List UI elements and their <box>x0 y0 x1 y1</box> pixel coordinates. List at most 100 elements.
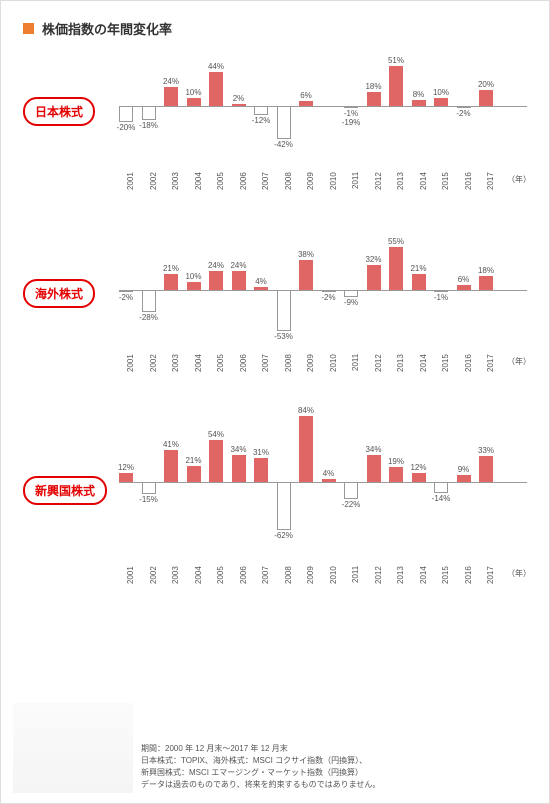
x-axis-tick-label: 2007 <box>254 566 277 594</box>
bar <box>142 482 156 494</box>
bar-value-label: -20% <box>114 123 138 132</box>
bar-value-label: 4% <box>249 277 273 286</box>
bar <box>344 290 358 297</box>
bar <box>254 458 268 482</box>
bar-value-label: 6% <box>452 275 476 284</box>
bar <box>187 466 201 482</box>
x-axis-tick-label: 2013 <box>389 566 412 594</box>
x-axis-tick-label: 2009 <box>299 566 322 594</box>
bar <box>434 290 448 292</box>
bar-value-label: 18% <box>362 82 386 91</box>
bar <box>277 106 291 139</box>
bar <box>479 276 493 290</box>
bar <box>344 106 358 108</box>
charts-container: 日本株式-20%-18%24%10%44%2%-12%-42%6%-1%18%5… <box>23 56 527 594</box>
bar <box>457 475 471 482</box>
bar <box>299 260 313 290</box>
footnote-line: 新興国株式：MSCI エマージング・マーケット指数（円換算） <box>141 767 529 779</box>
bar <box>434 482 448 493</box>
x-axis-tick-label: 2011 <box>344 566 367 594</box>
bar-value-label: -22% <box>339 500 363 509</box>
bar-value-label: 10% <box>182 88 206 97</box>
bar-value-label: 31% <box>249 448 273 457</box>
title-marker-icon <box>23 23 34 34</box>
bar-value-label: -2% <box>114 293 138 302</box>
x-axis-tick-label: 2012 <box>367 172 390 200</box>
x-axis-tick-label: 2006 <box>232 172 255 200</box>
bar-value-label: 21% <box>407 264 431 273</box>
x-axis-tick-label: 2008 <box>277 172 300 200</box>
bar-value-label: -1% <box>339 109 363 118</box>
bar <box>322 479 336 482</box>
bar-value-label: 21% <box>182 456 206 465</box>
bar <box>457 285 471 290</box>
bar-value-label: 24% <box>159 77 183 86</box>
x-axis-tick-label: 2008 <box>277 354 300 382</box>
bar-value-label: -62% <box>272 531 296 540</box>
bar-value-label: 8% <box>407 90 431 99</box>
bar <box>389 467 403 482</box>
bar <box>434 98 448 106</box>
bar-value-label: 9% <box>452 465 476 474</box>
bar <box>164 87 178 106</box>
bar-value-label: 33% <box>474 446 498 455</box>
x-axis-tick-label: 2001 <box>119 172 142 200</box>
x-axis-labels: 2001200220032004200520062007200820092010… <box>119 566 527 594</box>
chart-plot: -2%-28%21%10%24%24%4%-53%38%-2%-9%32%55%… <box>119 238 527 348</box>
chart-row: 日本株式-20%-18%24%10%44%2%-12%-42%6%-1%18%5… <box>23 56 527 166</box>
x-axis-tick-label: 2007 <box>254 172 277 200</box>
bar <box>322 290 336 292</box>
x-axis-tick-label: 2012 <box>367 354 390 382</box>
bar-value-label: 4% <box>317 469 341 478</box>
x-axis-tick-label: 2005 <box>209 566 232 594</box>
x-axis-tick-label: 2008 <box>277 566 300 594</box>
x-axis-tick-label: 2017 <box>479 354 502 382</box>
chart-plot: 12%-15%41%21%54%34%31%-62%84%4%-22%34%19… <box>119 420 527 560</box>
bar <box>232 455 246 482</box>
bar <box>164 450 178 482</box>
x-axis-tick-label: 2006 <box>232 354 255 382</box>
bar-value-label: 38% <box>294 250 318 259</box>
bar-value-label: 10% <box>182 272 206 281</box>
x-axis-tick-label: 2014 <box>412 172 435 200</box>
bar <box>209 271 223 290</box>
bar-value-label: 34% <box>227 445 251 454</box>
x-axis-tick-label: 2003 <box>164 172 187 200</box>
footnotes: 期間：2000 年 12 月末〜2017 年 12 月末 日本株式：TOPIX、… <box>141 743 529 791</box>
bar-value-label: 18% <box>474 266 498 275</box>
bar <box>119 290 133 292</box>
bar <box>457 106 471 108</box>
bar-value-label: 41% <box>159 440 183 449</box>
bar <box>479 456 493 482</box>
axis-zero-line <box>119 482 527 483</box>
x-axis-tick-label: 2006 <box>232 566 255 594</box>
bar-value-label: 24% <box>204 261 228 270</box>
footnote-line: 日本株式：TOPIX、海外株式：MSCI コクサイ指数（円換算）、 <box>141 755 529 767</box>
bar <box>232 104 246 106</box>
x-axis-tick-label: 2004 <box>187 566 210 594</box>
x-axis-tick-label: 2016 <box>457 566 480 594</box>
bar-value-label: 51% <box>384 56 408 65</box>
bar-value-label: 12% <box>407 463 431 472</box>
bar-value-label: 84% <box>294 406 318 415</box>
x-axis-tick-label: 2016 <box>457 172 480 200</box>
bar-value-label: -42% <box>272 140 296 149</box>
x-axis-unit-label: （年） <box>507 356 531 367</box>
chart-row: 新興国株式12%-15%41%21%54%34%31%-62%84%4%-22%… <box>23 420 527 560</box>
bar <box>299 416 313 482</box>
bar-value-label: -14% <box>429 494 453 503</box>
bar <box>389 66 403 106</box>
bar-value-label: -12% <box>249 116 273 125</box>
chart-ylabel: 海外株式 <box>23 279 95 308</box>
chart-em: 新興国株式12%-15%41%21%54%34%31%-62%84%4%-22%… <box>23 420 527 594</box>
bar-value-label: -53% <box>272 332 296 341</box>
bar-value-label: -15% <box>137 495 161 504</box>
bar-value-label: -28% <box>137 313 161 322</box>
x-axis-tick-label: 2002 <box>142 354 165 382</box>
bar <box>119 106 133 122</box>
x-axis-tick-label: 2002 <box>142 172 165 200</box>
bar-value-label: 2% <box>227 94 251 103</box>
x-axis-tick-label: 2005 <box>209 354 232 382</box>
x-axis-tick-label: 2017 <box>479 566 502 594</box>
x-axis-tick-label: 2010 <box>322 354 345 382</box>
